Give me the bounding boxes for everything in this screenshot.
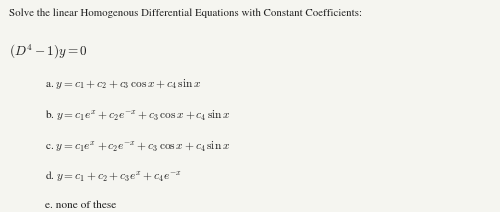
Text: e. none of these: e. none of these (45, 200, 116, 210)
Text: $(D^4 -1)y = 0$: $(D^4 -1)y = 0$ (9, 42, 88, 61)
Text: d. $y = c_1 + c_2 + c_3e^{x} + c_4e^{-x}$: d. $y = c_1 + c_2 + c_3e^{x} + c_4e^{-x}… (45, 170, 182, 184)
Text: b. $y = c_1e^{x} + c_2e^{-x} + c_3\,\mathrm{cos}\,x + c_4\,\mathrm{sin}\,x$: b. $y = c_1e^{x} + c_2e^{-x} + c_3\,\mat… (45, 108, 230, 123)
Text: Solve the linear Homogenous Differential Equations with Constant Coefficients:: Solve the linear Homogenous Differential… (9, 8, 362, 18)
Text: c. $y = c_1e^{x} + c_2e^{-x} + c_3\,\mathrm{cos}\,x + c_4\,\mathrm{sin}\,x$: c. $y = c_1e^{x} + c_2e^{-x} + c_3\,\mat… (45, 139, 230, 153)
Text: a. $y = c_1 + c_2 + c_3\,\mathrm{cos}\,x + c_4\,\mathrm{sin}\,x$: a. $y = c_1 + c_2 + c_3\,\mathrm{cos}\,x… (45, 77, 202, 91)
